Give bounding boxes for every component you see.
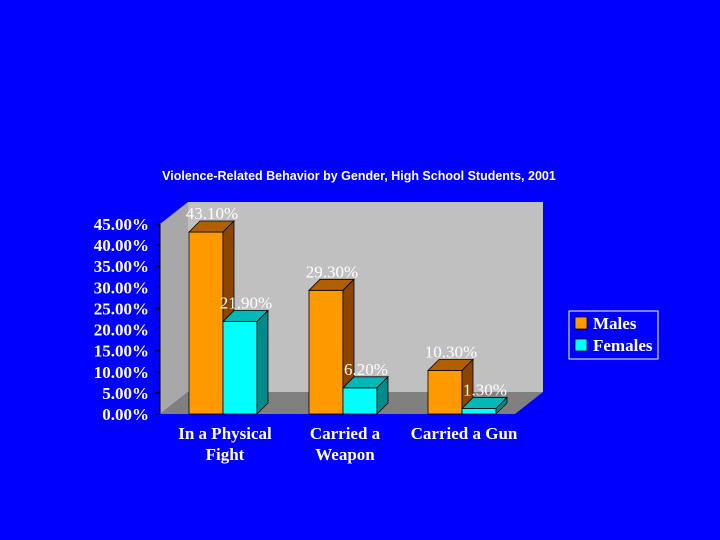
x-category-label: Carried a [310,424,381,443]
bars [188,220,508,415]
y-tick-label: 25.00% [94,299,149,318]
legend: Males Females [568,310,659,360]
bar-front [461,408,497,415]
y-tick-label: 40.00% [94,236,149,255]
bar-males [427,358,474,415]
y-tick-label: 0.00% [102,405,149,424]
x-category-label: Fight [206,445,245,464]
y-tick-label: 20.00% [94,321,149,340]
y-tick-label: 30.00% [94,278,149,297]
chart-title: Violence-Related Behavior by Gender, Hig… [162,169,556,183]
bar-front [222,321,258,415]
y-tick-label: 10.00% [94,363,149,382]
x-axis: In a Physical Fight Carried a Weapon Carried… [178,424,518,464]
bar-side [256,309,269,415]
y-tick-label: 5.00% [102,384,149,403]
data-label: 21.90% [220,294,272,313]
bar-females [461,396,508,415]
bar-front [188,231,224,415]
bar-front [308,289,344,415]
plot-back-wall [188,202,543,392]
data-label: 6.20% [344,360,388,379]
data-labels: 43.10% 21.90% 29.30% 6.20% 10.30% 1.30% [186,204,507,399]
data-label: 1.30% [463,381,507,400]
y-tick-label: 35.00% [94,257,149,276]
bar-front [427,370,463,415]
y-tick-label: 45.00% [94,215,149,234]
x-category-label: In a Physical [178,424,272,443]
plot-side-wall [160,202,188,414]
data-label: 29.30% [306,262,358,281]
y-axis: 0.00% 5.00% 10.00% 15.00% 20.00% 25.00% 30.00%… [94,215,160,424]
legend-swatch-males [574,316,588,330]
data-label: 43.10% [186,204,238,223]
x-category-label: Weapon [315,445,375,464]
legend-label-females: Females [593,336,653,355]
x-category-label: Carried a Gun [411,424,518,443]
bar-front [342,387,378,415]
legend-label-males: Males [593,314,637,333]
legend-swatch-females [574,338,588,352]
y-tick-label: 15.00% [94,342,149,361]
bar-side [495,396,508,415]
bar-females [342,375,389,415]
data-label: 10.30% [425,343,477,362]
bar-females [222,309,269,415]
bar-side [376,375,389,415]
